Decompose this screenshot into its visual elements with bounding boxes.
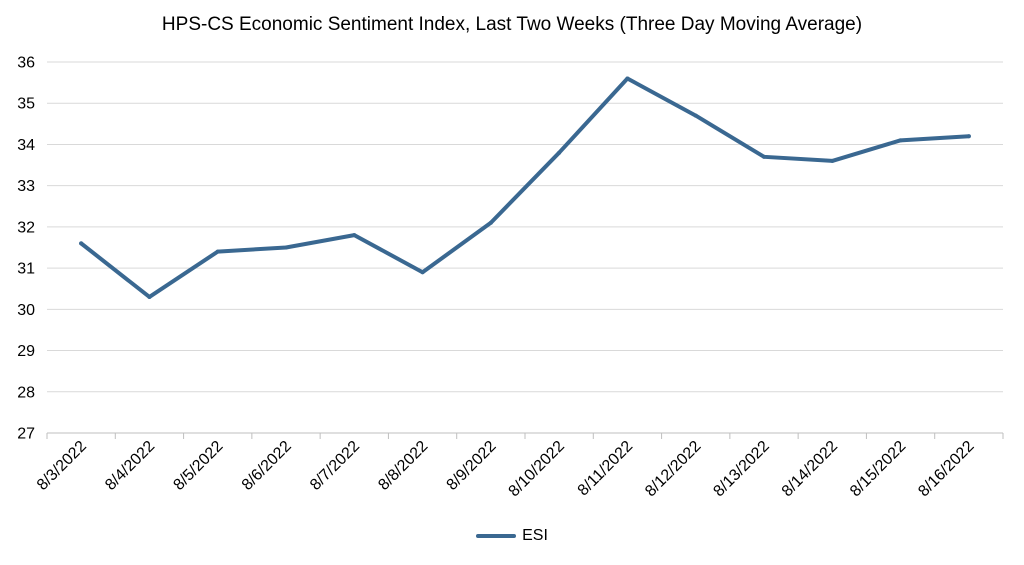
legend: ESI <box>0 527 1024 545</box>
chart-title: HPS-CS Economic Sentiment Index, Last Tw… <box>161 14 863 35</box>
legend-label-esi: ESI <box>522 527 548 544</box>
data-point <box>830 158 835 163</box>
y-tick-label: 34 <box>17 137 35 154</box>
data-point <box>966 134 971 139</box>
y-tick-label: 36 <box>17 55 35 72</box>
x-tick-label: 8/6/2022 <box>239 438 295 494</box>
y-tick-label: 32 <box>17 219 35 236</box>
y-tick-label: 27 <box>17 426 35 443</box>
x-tick-label: 8/11/2022 <box>575 438 637 500</box>
y-tick-label: 33 <box>17 178 35 195</box>
x-tick-label: 8/10/2022 <box>506 438 568 500</box>
legend-swatch <box>476 534 517 538</box>
data-point <box>420 270 425 275</box>
data-point <box>762 154 766 159</box>
y-tick-label: 28 <box>17 384 35 401</box>
x-axis-ticks: 8/3/2022 8/4/2022 8/5/2022 8/6/2022 8/7/2022… <box>34 438 978 500</box>
data-point <box>488 220 493 225</box>
data-point <box>215 249 220 254</box>
series-layer <box>79 76 971 299</box>
data-point <box>79 241 84 246</box>
x-tick-label: 8/5/2022 <box>170 438 226 494</box>
data-point <box>693 113 698 118</box>
x-tick-label: 8/3/2022 <box>34 438 90 494</box>
series-line-esi <box>79 76 971 299</box>
data-point <box>284 245 288 250</box>
gridlines <box>47 61 1003 393</box>
data-point <box>557 150 562 155</box>
y-tick-label: 31 <box>17 261 35 278</box>
x-tick-label: 8/16/2022 <box>915 438 977 500</box>
data-point <box>898 138 903 143</box>
y-tick-label: 35 <box>17 96 35 113</box>
x-tick-label: 8/4/2022 <box>102 438 158 494</box>
data-point <box>147 294 152 299</box>
x-tick-label: 8/9/2022 <box>444 438 500 494</box>
axes <box>46 432 1004 439</box>
x-tick-label: 8/15/2022 <box>847 438 909 500</box>
x-tick-label: 8/8/2022 <box>375 438 431 494</box>
data-point <box>625 76 630 81</box>
y-tick-label: 30 <box>17 302 35 319</box>
x-tick-label: 8/13/2022 <box>710 438 772 500</box>
y-tick-label: 29 <box>17 343 35 360</box>
y-axis-ticks: 27 28 29 30 31 32 33 34 35 36 <box>17 55 35 443</box>
data-point <box>352 233 357 238</box>
x-tick-label: 8/12/2022 <box>642 438 704 500</box>
x-tick-label: 8/14/2022 <box>779 438 841 500</box>
x-tick-label: 8/7/2022 <box>307 438 363 494</box>
